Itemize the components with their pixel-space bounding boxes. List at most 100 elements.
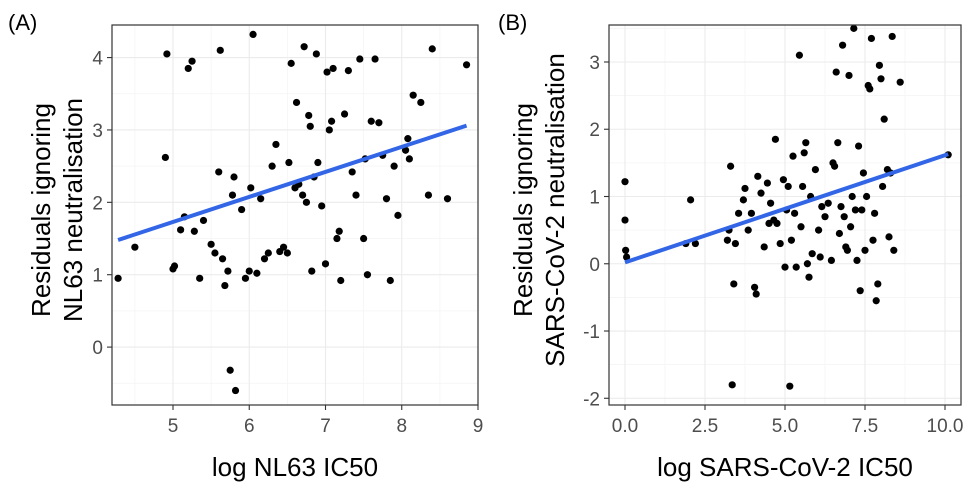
panel-a-data-point xyxy=(394,211,402,219)
panel-b-y-axis-title-line-1: Residuals ignoring xyxy=(508,103,538,317)
panel-b-data-point xyxy=(821,213,829,221)
panel-b-data-point xyxy=(622,246,630,254)
panel-b-data-point xyxy=(730,280,738,288)
panel-b-data-point xyxy=(741,184,749,193)
panel-a-data-point xyxy=(247,184,255,192)
panel-b-data-point xyxy=(776,239,784,248)
panel-b-data-point xyxy=(816,253,824,261)
panel-b-x-tick-label: 0.0 xyxy=(612,416,638,437)
panel-a-y-tick-label: 2 xyxy=(92,193,103,214)
panel-b-data-point xyxy=(727,162,735,170)
panel-a-tag: (A) xyxy=(8,10,37,35)
panel-a-data-point xyxy=(306,122,314,130)
panel-b-data-point xyxy=(744,226,752,234)
panel-b-data-point xyxy=(731,239,740,248)
panel-a-data-point xyxy=(228,191,237,199)
panel-a-data-point xyxy=(333,234,341,243)
panel-b-data-point xyxy=(787,236,796,244)
panel-b-data-point xyxy=(832,68,840,76)
panel-b-data-point xyxy=(847,223,855,231)
panel-a-data-point xyxy=(249,30,257,39)
panel-a-data-point xyxy=(272,140,280,149)
panel-b-data-point xyxy=(802,139,810,147)
panel-a-data-point xyxy=(257,195,265,203)
panel-a-plot-area xyxy=(112,25,478,405)
panel-a-data-point xyxy=(226,366,234,374)
panel-a-x-tick-label: 6 xyxy=(244,416,255,437)
panel-b-data-point xyxy=(763,179,772,187)
panel-b-data-point xyxy=(861,246,869,254)
panel-b-data-point xyxy=(773,219,781,228)
panel-a-y-tick-label: 0 xyxy=(92,338,103,359)
panel-a-data-point xyxy=(356,55,364,63)
panel-a-data-point xyxy=(177,226,185,234)
panel-b-data-point xyxy=(786,382,794,390)
panel-b-x-tick-label: 7.5 xyxy=(852,416,878,437)
panel-b-y-tick-label: 3 xyxy=(589,53,600,74)
panel-b-fit-line xyxy=(624,152,949,265)
panel-a-y-axis-title-line-1: Residuals ignoring xyxy=(26,103,56,317)
panel-a-data-point xyxy=(268,162,276,170)
panel-b-data-point xyxy=(747,209,756,217)
panel-a-data-point xyxy=(190,227,198,235)
panel-a-data-point xyxy=(424,191,433,199)
panel-b-data-point xyxy=(691,239,700,248)
panel-a-data-point xyxy=(371,55,379,63)
panel-a-data-point xyxy=(352,191,360,199)
panel-a-data-point xyxy=(299,191,307,199)
panel-a-x-tick-label: 8 xyxy=(396,416,407,437)
panel-b-data-point xyxy=(880,115,888,123)
panel-a-data-point xyxy=(323,68,331,76)
panel-a-data-point xyxy=(114,274,122,282)
panel-b-data-point xyxy=(805,273,813,281)
panel-b-data-point xyxy=(739,196,748,204)
panel-a-data-point xyxy=(170,262,179,270)
panel-a-data-point xyxy=(211,249,219,257)
panel-a-data-point xyxy=(207,240,215,248)
panel-a-data-point xyxy=(328,117,336,125)
panel-a-data-point xyxy=(264,249,272,257)
panel-a-fit-line xyxy=(117,123,468,242)
panel-a-data-point xyxy=(238,205,246,214)
panel-a-data-point xyxy=(312,50,320,58)
panel-b-data-point xyxy=(792,263,800,271)
panel-b-plot-border xyxy=(608,24,962,406)
panel-b-data-point xyxy=(789,152,797,160)
panel-a-y-tick-label: 1 xyxy=(92,266,103,287)
panel-b-data-point xyxy=(855,142,863,150)
panel-a-y-tick-label: 3 xyxy=(92,121,103,142)
panel-a-data-point xyxy=(321,260,330,268)
panel-b-data-point xyxy=(752,290,760,298)
panel-b-data-point xyxy=(824,199,832,207)
panel-a-x-axis-title: log NL63 IC50 xyxy=(212,452,378,482)
panel-a-data-point xyxy=(161,153,169,162)
panel-b-data-point xyxy=(843,246,852,254)
panel-b-data-point xyxy=(863,192,871,201)
panel-a-data-point xyxy=(340,110,349,118)
panel-a-data-point xyxy=(199,216,208,225)
panel-a-data-point xyxy=(305,111,313,120)
panel-b-data-point xyxy=(754,172,762,180)
panel-b-data-point xyxy=(687,196,695,204)
panel-b-data-point xyxy=(845,71,853,80)
panel-b-data-point xyxy=(888,32,896,41)
panel-b-y-tick-label: 0 xyxy=(589,255,600,276)
panel-a-data-point xyxy=(131,243,139,251)
panel-a-plot-border xyxy=(111,24,479,406)
panel-a-data-point xyxy=(417,98,425,107)
panel-b-data-point xyxy=(835,229,844,238)
panel-a-data-point xyxy=(279,243,288,251)
panel-a-data-point xyxy=(218,255,227,263)
panel-a-data-point xyxy=(386,276,394,285)
panel-b-data-point xyxy=(877,75,885,83)
panel-b-x-axis-title: log SARS-CoV-2 IC50 xyxy=(657,452,913,482)
panel-a-data-point xyxy=(287,59,295,67)
panel-a-data-point xyxy=(335,227,343,235)
panel-a-data-point xyxy=(329,64,337,73)
panel-b-data-point xyxy=(834,139,842,147)
panel-a-data-point xyxy=(308,267,316,275)
panel-a-data-point xyxy=(367,117,375,125)
panel-a-data-point xyxy=(292,98,301,107)
panel-a-data-point xyxy=(302,198,311,206)
panel-a-x-tick-label: 9 xyxy=(473,416,484,437)
